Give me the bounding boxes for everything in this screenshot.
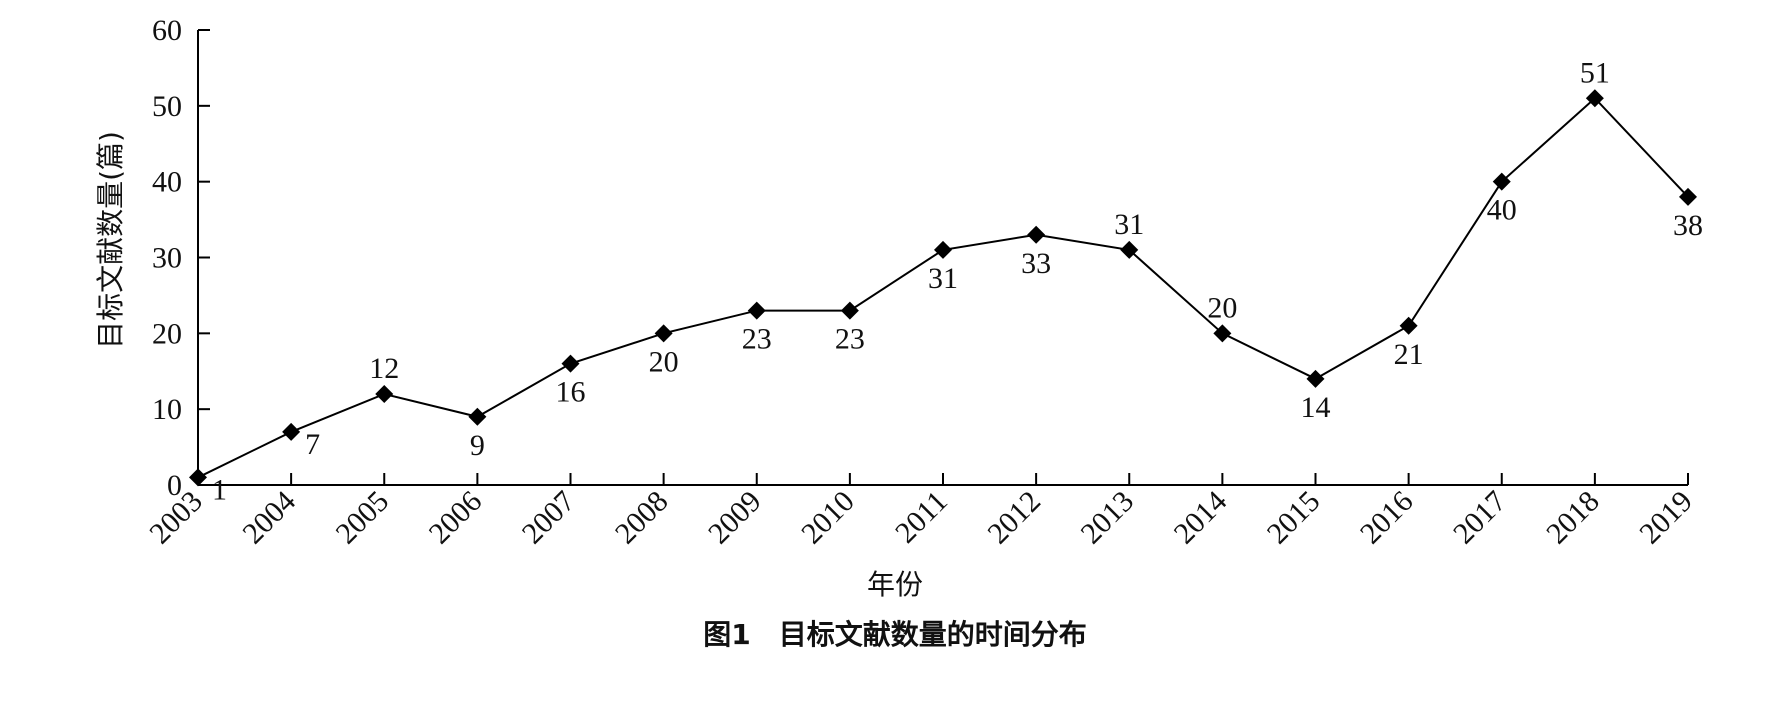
x-tick-label: 2013 xyxy=(1074,485,1140,551)
data-point xyxy=(747,301,766,320)
data-point xyxy=(840,301,859,320)
data-label: 23 xyxy=(835,323,865,356)
data-label: 14 xyxy=(1301,391,1331,424)
x-tick-label: 2004 xyxy=(236,485,302,551)
y-axis-label: 目标文献数量(篇) xyxy=(94,131,127,349)
data-label: 31 xyxy=(928,262,958,295)
y-tick-label: 40 xyxy=(152,166,182,199)
y-axis-ticks: 0 10 20 30 40 50 60 xyxy=(152,14,210,502)
x-tick-label: 2018 xyxy=(1540,485,1606,551)
data-label: 20 xyxy=(649,345,679,378)
data-point xyxy=(561,354,580,373)
data-point xyxy=(189,468,207,487)
data-point xyxy=(1399,316,1418,335)
x-tick-label: 2014 xyxy=(1168,485,1234,551)
y-tick-label: 0 xyxy=(167,469,182,502)
data-labels: 1 7 12 9 16 20 23 23 31 33 31 20 14 21 40 51 38 xyxy=(212,56,1703,506)
data-label: 23 xyxy=(742,323,772,356)
data-point xyxy=(468,407,487,426)
data-point xyxy=(1679,187,1697,206)
data-point xyxy=(375,385,394,403)
x-tick-label: 2007 xyxy=(516,485,582,551)
y-tick-label: 10 xyxy=(152,393,182,426)
y-tick-label: 50 xyxy=(152,90,182,123)
data-label: 16 xyxy=(556,376,586,409)
x-axis-label: 年份 xyxy=(867,568,923,601)
data-point xyxy=(654,324,673,343)
data-point xyxy=(1306,369,1325,388)
data-label: 9 xyxy=(470,429,485,462)
data-point xyxy=(1027,225,1046,244)
data-point xyxy=(1492,172,1511,191)
x-tick-label: 2017 xyxy=(1447,485,1513,551)
data-label: 1 xyxy=(212,473,227,506)
x-tick-label: 2011 xyxy=(889,485,954,550)
chart-title: 图1 目标文献数量的时间分布 xyxy=(703,618,1086,651)
x-tick-label: 2009 xyxy=(702,485,768,551)
x-tick-label: 2012 xyxy=(981,485,1047,551)
data-label: 20 xyxy=(1207,291,1237,324)
data-point xyxy=(282,422,301,441)
x-tick-label: 2015 xyxy=(1261,485,1327,551)
data-point xyxy=(934,240,952,259)
y-tick-label: 60 xyxy=(152,14,182,47)
data-point xyxy=(1213,324,1232,343)
data-label: 31 xyxy=(1114,208,1144,241)
x-tick-label: 2019 xyxy=(1633,485,1699,551)
x-tick-label: 2005 xyxy=(329,485,395,551)
x-tick-label: 2006 xyxy=(423,485,489,551)
data-label: 38 xyxy=(1673,209,1703,242)
x-tick-label: 2010 xyxy=(795,485,861,551)
data-point xyxy=(1585,89,1604,108)
y-tick-label: 30 xyxy=(152,242,182,275)
x-tick-label: 2016 xyxy=(1354,485,1420,551)
x-tick-label: 2008 xyxy=(609,485,675,551)
data-label: 33 xyxy=(1021,247,1051,280)
data-label: 40 xyxy=(1487,194,1517,227)
data-label: 7 xyxy=(305,428,320,461)
data-label: 21 xyxy=(1394,338,1424,371)
data-label: 51 xyxy=(1580,56,1610,89)
y-tick-label: 20 xyxy=(152,317,182,350)
data-label: 12 xyxy=(369,352,399,385)
data-point xyxy=(1120,240,1139,259)
x-tick-label: 2003 xyxy=(143,485,209,551)
series-markers xyxy=(189,89,1697,487)
